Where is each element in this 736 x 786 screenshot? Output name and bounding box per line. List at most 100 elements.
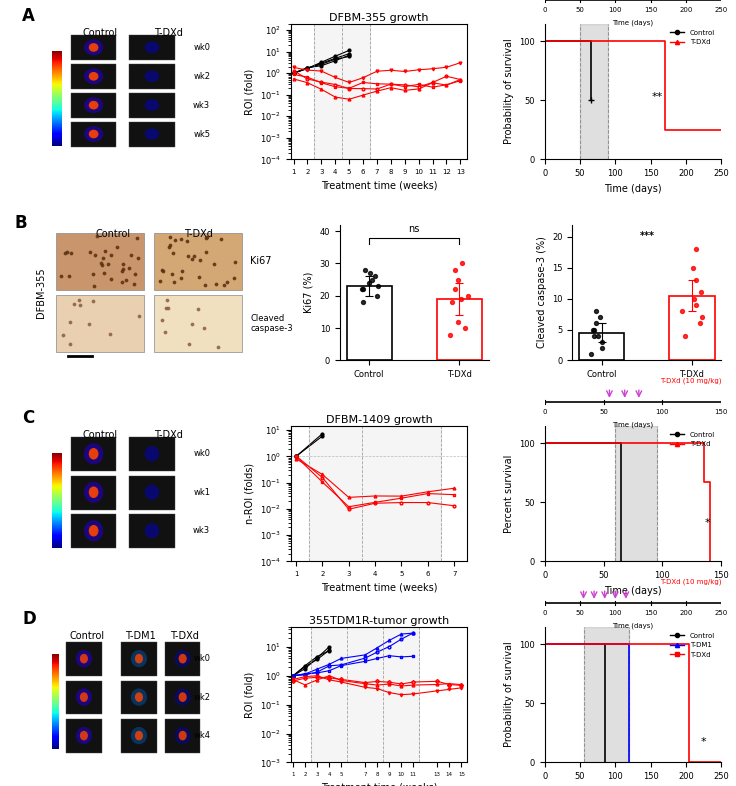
FancyBboxPatch shape: [165, 719, 200, 753]
Point: [87, 295, 99, 307]
Y-axis label: Cleaved caspase-3 (%): Cleaved caspase-3 (%): [537, 237, 547, 348]
Point: [590, 305, 602, 318]
Bar: [309, 425, 441, 561]
Point: [595, 336, 607, 348]
Point: [154, 274, 166, 287]
Point: [63, 270, 75, 283]
Text: wk0: wk0: [194, 450, 210, 458]
Ellipse shape: [135, 692, 143, 702]
Ellipse shape: [145, 523, 159, 538]
Text: T-DXd: T-DXd: [154, 28, 183, 38]
Ellipse shape: [131, 650, 147, 667]
Point: [104, 328, 116, 340]
Text: T-DXd: T-DXd: [170, 630, 199, 641]
Point: [127, 277, 139, 290]
Ellipse shape: [145, 42, 159, 53]
Point: [449, 283, 461, 296]
Bar: [347, 286, 392, 361]
FancyBboxPatch shape: [130, 476, 174, 509]
Text: wk0: wk0: [194, 43, 210, 52]
Bar: [437, 299, 482, 361]
Point: [366, 274, 378, 286]
Point: [162, 301, 174, 314]
Y-axis label: ROI (fold): ROI (fold): [244, 68, 255, 115]
Point: [132, 310, 144, 322]
Point: [73, 293, 85, 306]
Point: [186, 318, 198, 330]
X-axis label: Treatment time (weeks): Treatment time (weeks): [321, 582, 437, 593]
Point: [169, 234, 181, 247]
Text: D: D: [22, 610, 36, 628]
Point: [679, 329, 690, 342]
Point: [85, 245, 96, 258]
Point: [177, 265, 188, 277]
Ellipse shape: [145, 71, 159, 82]
Point: [364, 266, 375, 279]
Ellipse shape: [135, 654, 143, 663]
Point: [687, 292, 699, 305]
Point: [359, 263, 371, 276]
Point: [452, 274, 464, 286]
Ellipse shape: [179, 654, 187, 663]
Point: [676, 305, 688, 318]
Point: [356, 283, 368, 296]
Point: [588, 323, 600, 336]
Point: [215, 233, 227, 246]
Text: Control: Control: [82, 430, 118, 439]
Ellipse shape: [145, 446, 159, 461]
Point: [459, 321, 470, 334]
FancyBboxPatch shape: [71, 514, 116, 548]
Text: DFBM-355: DFBM-355: [36, 267, 46, 318]
Point: [123, 262, 135, 274]
Point: [585, 348, 597, 361]
Point: [118, 258, 130, 270]
X-axis label: Treatment time (weeks): Treatment time (weeks): [321, 783, 437, 786]
Text: B: B: [15, 214, 27, 232]
Ellipse shape: [84, 520, 103, 542]
Title: DFBM-1409 growth: DFBM-1409 growth: [325, 415, 433, 424]
FancyBboxPatch shape: [130, 64, 174, 90]
Ellipse shape: [179, 692, 187, 702]
Bar: [314, 24, 370, 160]
Ellipse shape: [174, 689, 191, 706]
FancyBboxPatch shape: [71, 35, 116, 61]
Ellipse shape: [135, 731, 143, 740]
Point: [183, 337, 194, 350]
Text: **: **: [652, 92, 663, 102]
Text: ***: ***: [640, 231, 654, 241]
Legend: Control, T-DXd: Control, T-DXd: [668, 27, 718, 48]
Ellipse shape: [89, 487, 99, 498]
Point: [445, 329, 456, 341]
Ellipse shape: [76, 650, 92, 667]
Point: [687, 262, 699, 274]
Text: ns: ns: [408, 224, 420, 234]
FancyBboxPatch shape: [121, 642, 157, 676]
Ellipse shape: [76, 727, 92, 744]
Text: wk5: wk5: [194, 130, 210, 138]
FancyBboxPatch shape: [130, 437, 174, 471]
Point: [166, 247, 178, 259]
Point: [452, 315, 464, 328]
FancyBboxPatch shape: [121, 719, 157, 753]
Point: [210, 277, 222, 290]
Point: [188, 250, 200, 263]
Ellipse shape: [89, 72, 99, 81]
Point: [102, 257, 113, 270]
Point: [592, 329, 604, 342]
Bar: [311, 626, 420, 762]
Point: [64, 316, 76, 329]
Text: Control: Control: [96, 229, 130, 239]
Ellipse shape: [84, 126, 103, 142]
Point: [88, 280, 99, 292]
Point: [690, 274, 701, 286]
Text: wk3: wk3: [193, 101, 210, 110]
Ellipse shape: [131, 727, 147, 744]
Legend: Control, T-DM1, T-DXd: Control, T-DM1, T-DXd: [668, 630, 718, 660]
Point: [200, 232, 212, 244]
Point: [369, 270, 381, 283]
Point: [186, 252, 198, 265]
Point: [96, 257, 107, 270]
Point: [201, 231, 213, 244]
Ellipse shape: [80, 692, 88, 702]
Text: wk3: wk3: [193, 527, 210, 535]
